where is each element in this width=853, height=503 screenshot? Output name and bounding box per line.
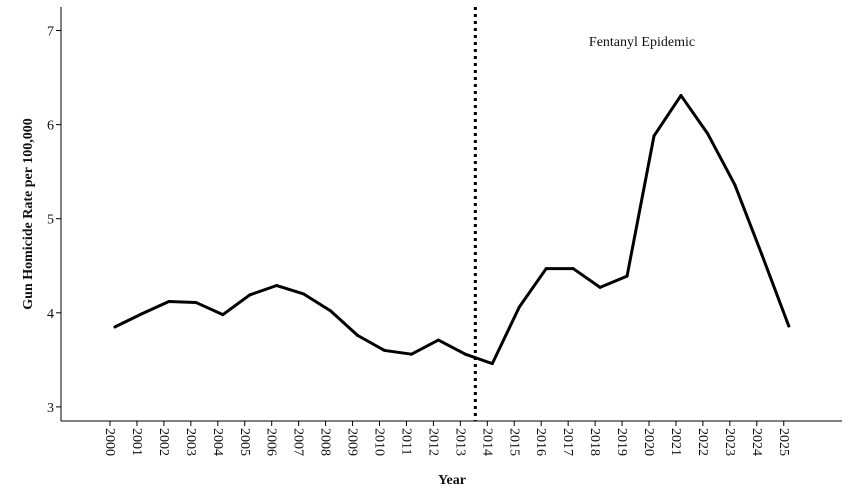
data-point xyxy=(625,274,629,278)
data-point xyxy=(302,292,306,296)
x-tick-label: 2014 xyxy=(479,428,494,456)
data-point xyxy=(329,309,333,313)
y-axis-title: Gun Homicide Rate per 100,000 xyxy=(21,118,36,309)
x-tick-label: 2009 xyxy=(345,428,360,456)
x-tick-label: 2016 xyxy=(533,428,548,456)
data-point xyxy=(356,333,360,337)
y-tick-label: 4 xyxy=(47,307,54,322)
x-tick-label: 2010 xyxy=(372,428,387,456)
data-point xyxy=(787,324,791,328)
data-point xyxy=(733,183,737,187)
data-point xyxy=(490,362,494,366)
x-tick-label: 2007 xyxy=(291,428,306,456)
y-tick-label: 6 xyxy=(47,119,54,134)
data-point xyxy=(194,300,198,304)
data-point xyxy=(598,285,602,289)
annotation-fentanyl-epidemic: Fentanyl Epidemic xyxy=(589,35,695,50)
x-tick-label: 2015 xyxy=(506,428,521,456)
y-tick-label: 7 xyxy=(47,25,54,40)
x-tick-label: 2019 xyxy=(614,428,629,456)
x-tick-label: 2001 xyxy=(129,428,144,456)
data-point xyxy=(760,252,764,256)
data-point xyxy=(409,352,413,356)
data-point xyxy=(436,338,440,342)
x-tick-label: 2017 xyxy=(560,428,575,456)
x-tick-label: 2012 xyxy=(425,428,440,456)
series-points xyxy=(113,93,791,366)
data-point xyxy=(679,93,683,97)
data-point xyxy=(571,267,575,271)
x-tick-label: 2024 xyxy=(749,428,764,456)
data-point xyxy=(167,300,171,304)
y-tick-label: 5 xyxy=(47,213,54,228)
x-tick-label: 2011 xyxy=(398,428,413,455)
data-point xyxy=(248,293,252,297)
x-tick-label: 2008 xyxy=(318,428,333,456)
x-tick-label: 2022 xyxy=(695,428,710,456)
x-tick-label: 2020 xyxy=(641,428,656,456)
x-tick-label: 2004 xyxy=(210,428,225,456)
x-tick-label: 2025 xyxy=(776,428,791,456)
data-point xyxy=(652,134,656,138)
series-line xyxy=(113,93,791,366)
x-tick-label: 2005 xyxy=(237,428,252,456)
data-point xyxy=(544,267,548,271)
x-tick-label: 2003 xyxy=(183,428,198,456)
x-tick-label: 2013 xyxy=(452,428,467,456)
x-tick-label: 2018 xyxy=(587,428,602,456)
data-point xyxy=(275,284,279,288)
data-point xyxy=(221,313,225,317)
y-ticks: 3 4 5 6 7 xyxy=(47,25,61,416)
data-point xyxy=(383,348,386,352)
x-tick-label: 2006 xyxy=(264,428,279,456)
data-point xyxy=(140,312,144,316)
x-tick-label: 2000 xyxy=(102,428,117,456)
y-tick-label: 3 xyxy=(47,401,54,416)
x-tick-label: 2023 xyxy=(722,428,737,456)
data-point xyxy=(706,132,710,136)
x-ticks: 2000 2001 2002 2003 2004 2005 2006 2007 2008 2009… xyxy=(102,421,791,456)
data-point xyxy=(517,305,521,309)
x-tick-label: 2002 xyxy=(156,428,171,456)
x-axis-title: Year xyxy=(438,473,466,488)
x-tick-label: 2021 xyxy=(668,428,683,456)
data-point xyxy=(463,352,467,356)
data-point xyxy=(113,325,117,329)
